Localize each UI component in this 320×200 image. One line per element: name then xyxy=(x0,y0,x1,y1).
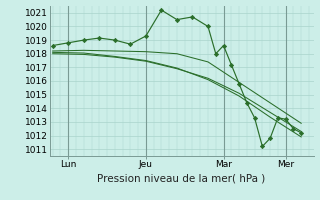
X-axis label: Pression niveau de la mer( hPa ): Pression niveau de la mer( hPa ) xyxy=(98,173,266,183)
